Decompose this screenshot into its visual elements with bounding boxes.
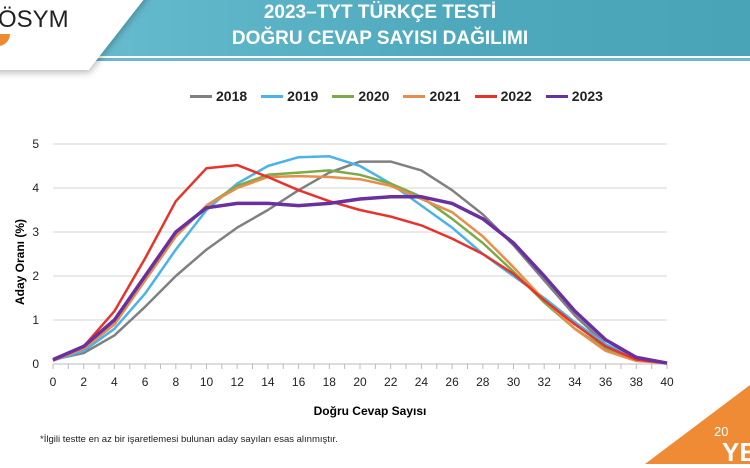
series-line-2018 (52, 160, 668, 365)
x-tick-label: 22 (384, 375, 398, 389)
x-tick-label: 34 (568, 375, 582, 389)
legend-item-2022: 2022 (474, 88, 532, 104)
x-tick-label: 20 (353, 375, 367, 389)
x-tick-label: 38 (630, 375, 644, 389)
x-tick-label: 8 (172, 375, 179, 389)
legend-label: 2020 (358, 88, 390, 104)
x-tick-label: 12 (231, 375, 245, 389)
page-subtitle: DOĞRU CEVAP SAYISI DAĞILIMI (231, 28, 529, 49)
corner-text-2: YE (722, 437, 750, 467)
legend: 2018 2019 2020 2021 2022 2023 (190, 88, 603, 104)
y-tick-label: 2 (32, 269, 39, 283)
x-tick-label: 6 (142, 375, 149, 389)
legend-item-2019: 2019 (261, 88, 318, 104)
page-title: 2023–TYT TÜRKÇE TESTİ (263, 2, 497, 23)
logo-text: ÖSYM (0, 6, 69, 33)
y-tick-label: 4 (32, 181, 39, 195)
series-line-2019 (52, 155, 668, 365)
footnote: *İlgili testte en az bir işaretlemesi bu… (40, 434, 338, 445)
legend-swatch (261, 94, 284, 98)
x-tick-label: 14 (261, 375, 275, 389)
x-tick-label: 24 (415, 375, 429, 389)
series-line-2021 (52, 174, 668, 365)
legend-label: 2021 (429, 88, 461, 104)
series-line-2023 (52, 195, 668, 365)
legend-swatch (332, 94, 355, 98)
legend-swatch (474, 94, 497, 98)
x-tick-label: 36 (599, 375, 613, 389)
series-line-2022 (52, 163, 668, 365)
x-tick-label: 0 (50, 375, 57, 389)
x-tick-label: 26 (445, 375, 459, 389)
legend-swatch (403, 94, 426, 98)
x-tick-label: 18 (323, 375, 337, 389)
y-tick-label: 3 (32, 225, 39, 239)
banner-divider (0, 58, 750, 61)
legend-swatch (545, 94, 568, 98)
legend-swatch (190, 94, 212, 98)
legend-label: 2022 (500, 88, 532, 104)
legend-label: 2018 (216, 88, 248, 104)
x-tick-label: 28 (476, 375, 490, 389)
x-tick-label: 16 (292, 375, 306, 389)
x-tick-label: 32 (538, 375, 552, 389)
legend-item-2023: 2023 (545, 88, 603, 104)
x-tick-label: 4 (111, 375, 118, 389)
y-tick-label: 0 (32, 357, 39, 371)
legend-item-2020: 2020 (332, 88, 389, 104)
x-tick-label: 30 (507, 375, 521, 389)
legend-item-2018: 2018 (190, 88, 247, 104)
y-axis-label: Aday Oranı (%) (13, 219, 27, 306)
legend-label: 2023 (571, 88, 603, 104)
logo-mark (0, 34, 10, 46)
y-tick-label: 5 (32, 137, 39, 151)
x-tick-label: 10 (200, 375, 214, 389)
corner-text-1: 20 (714, 424, 729, 439)
legend-item-2021: 2021 (403, 88, 461, 104)
y-tick-label: 1 (32, 313, 39, 327)
x-tick-label: 2 (80, 375, 87, 389)
legend-label: 2019 (287, 88, 319, 104)
x-tick-label: 40 (660, 375, 674, 389)
x-axis-label: Doğru Cevap Sayısı (313, 404, 427, 418)
